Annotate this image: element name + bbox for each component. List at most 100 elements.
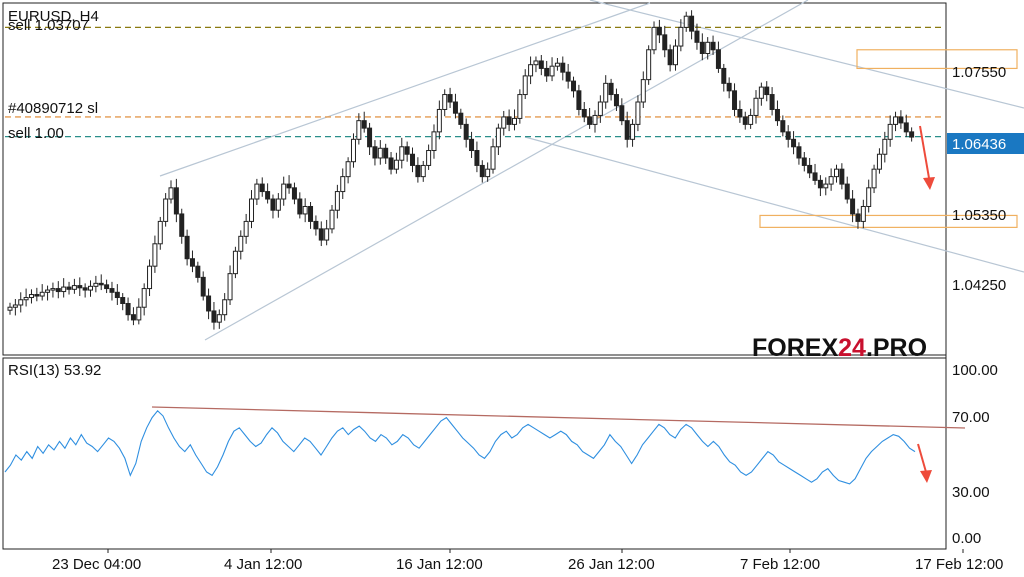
candle-body [630,123,636,140]
candle-body [571,80,577,92]
candle-body [168,187,174,200]
candle-body [726,82,732,92]
candle-body [152,243,158,267]
ytick-1: 1.07550 [952,64,1006,81]
x-axis-ticks [107,549,964,553]
candle-body [238,235,244,252]
level-label-sell: sell 1.00 [8,125,64,142]
candle-body [678,26,684,47]
candle-body [855,213,861,222]
candle-body [549,65,555,77]
candle-body [748,114,754,125]
candle-body [485,168,491,178]
candle-body [737,108,743,118]
candle-body [522,75,528,96]
candle-body [179,213,185,237]
candle-body [801,157,807,166]
candle-body [173,187,179,215]
candle-body [18,299,24,306]
candles [7,10,915,330]
candle-body [404,146,410,155]
down-arrow-icon [917,443,932,483]
candle-body [774,108,780,122]
candle-body [587,116,593,125]
candle-body [367,127,373,148]
rsi-series [4,406,966,485]
zone-box [759,214,1018,228]
candle-body [823,183,829,189]
candle-body [39,291,45,297]
candle-body [130,314,136,321]
candle-body [98,282,104,286]
drawn-trendlines [159,0,1024,341]
candle-body [672,45,678,66]
candle-body [313,220,319,230]
down-arrow-icon [919,125,935,190]
rsi-line [4,409,916,485]
candle-body [377,147,383,159]
candle-body [383,147,389,159]
candle-body [903,122,909,133]
candle-body [882,138,888,155]
candle-body [909,131,915,138]
candle-body [646,49,652,81]
candle-body [232,250,238,275]
candle-body [71,285,77,290]
candle-body [694,30,700,43]
candle-body [608,82,614,96]
candle-body [807,164,813,174]
watermark-logo: FOREX24.PRO [752,334,927,362]
candle-body [28,294,34,299]
candle-body [844,183,850,200]
candle-body [592,114,598,125]
candle-body [796,146,802,159]
candle-body [275,198,281,211]
zone-box [856,49,1018,70]
candle-body [463,123,469,140]
candle-body [732,90,738,110]
candle-body [243,220,249,237]
overlay-label: sell 1.03707 [8,17,89,34]
candle-body [211,310,217,323]
rsi-trendline [151,406,966,429]
candle-body [222,299,228,316]
candle-body [517,94,523,119]
level-label-sl: #40890712 sl [8,100,98,117]
candle-body [447,94,453,103]
candle-body [715,49,721,69]
rsi-tick-70: 70.00 [952,409,990,426]
ytick-3: 1.05350 [952,207,1006,224]
candle-body [812,172,818,181]
candle-body [334,191,340,211]
candle-body [597,101,603,116]
candle-body [206,295,212,312]
current-price-box [947,133,1024,154]
candle-body [436,108,442,133]
candle-body [490,146,496,170]
candle-body [120,297,126,304]
xtick-3: 16 Jan 12:00 [396,556,483,573]
candle-body [624,120,630,140]
candle-body [887,123,893,140]
candle-body [345,161,351,178]
candle-body [603,82,609,103]
candle-body [501,116,507,129]
candle-body [866,187,872,207]
candle-body [340,176,346,193]
svg-text:FOREX24.PRO: FOREX24.PRO [752,334,927,362]
candle-body [324,228,330,241]
rsi-tick-0: 0.00 [952,530,981,547]
chart-title: EURUSD, H4 [8,8,99,25]
candle-body [227,273,233,301]
candle-body [785,131,791,140]
candle-body [565,71,571,82]
candle-body [114,291,120,299]
candle-body [249,198,255,222]
candle-body [426,150,432,166]
candle-body [667,49,673,66]
xtick-1: 23 Dec 04:00 [52,556,141,573]
candle-body [184,235,190,260]
candle-body [195,265,201,278]
candle-body [23,297,29,301]
candle-body [50,288,56,291]
